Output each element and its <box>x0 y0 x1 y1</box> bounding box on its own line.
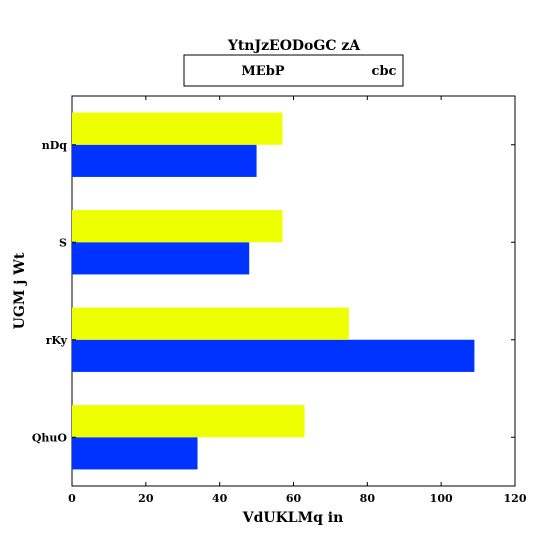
x-tick-label: 20 <box>138 492 154 505</box>
y-tick-label: rKy <box>46 334 68 347</box>
legend: MEbP cbc <box>183 54 404 87</box>
x-tick-label: 80 <box>360 492 376 505</box>
x-axis-label: VdUKLMq in <box>242 510 344 526</box>
y-axis-label: UGM j Wt <box>12 252 28 329</box>
y-tick-label: S <box>59 236 67 249</box>
bar-rKy-series-2 <box>72 307 349 340</box>
bar-S-series-1 <box>72 242 250 275</box>
legend-label-series-2: cbc <box>372 64 397 79</box>
x-tick-label: 40 <box>212 492 228 505</box>
legend-label-series-1: MEbP <box>241 64 284 79</box>
x-tick-label: 60 <box>286 492 302 505</box>
bar-nDq-series-2 <box>72 112 283 145</box>
bar-QhuO-series-2 <box>72 405 305 438</box>
x-tick-label: 120 <box>504 492 527 505</box>
x-tick-label: 100 <box>430 492 453 505</box>
y-tick-label: QhuO <box>32 431 68 444</box>
bar-S-series-2 <box>72 210 283 243</box>
x-tick-label: 0 <box>68 492 76 505</box>
x-ticks-group: 0 20 40 60 80 100 120 <box>68 96 527 505</box>
y-tick-label: nDq <box>42 139 68 152</box>
legend-box <box>183 54 404 87</box>
bar-nDq-series-1 <box>72 144 257 177</box>
chart-title: YtnJzEODoGC zA <box>227 38 361 54</box>
bar-QhuO-series-1 <box>72 437 198 470</box>
bars-group <box>72 112 475 470</box>
bar-rKy-series-1 <box>72 339 475 372</box>
